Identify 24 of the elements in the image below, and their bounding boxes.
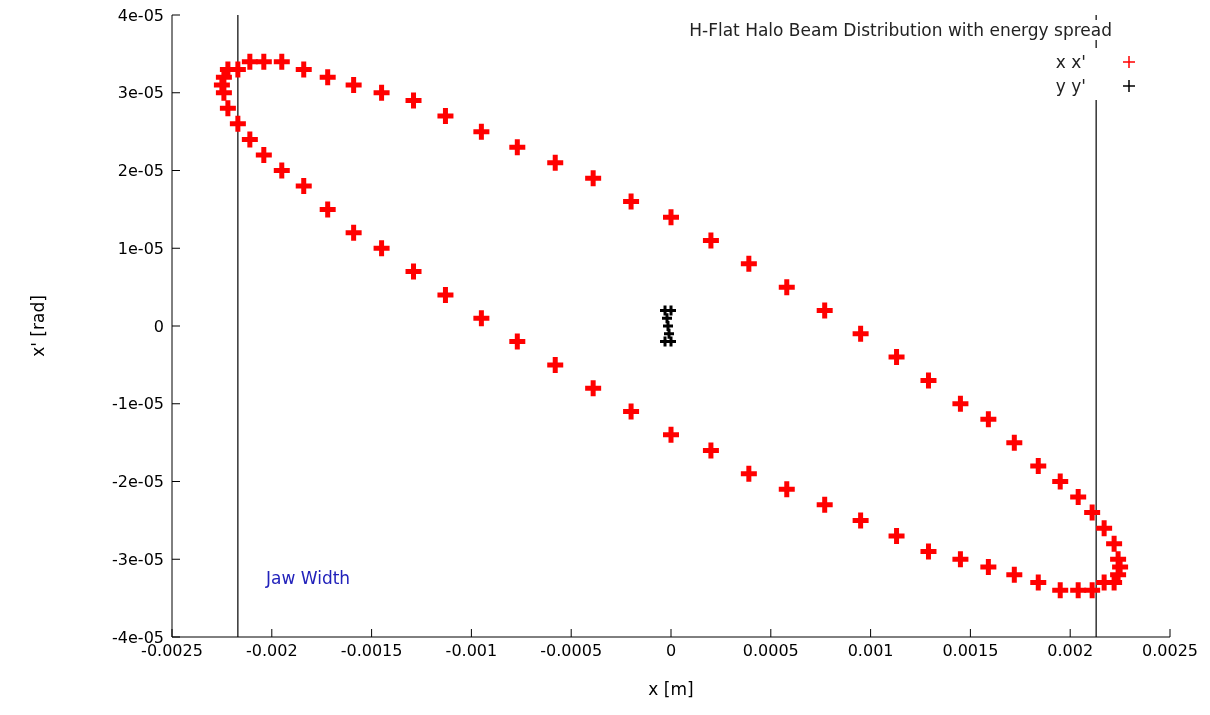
legend-label: x x' [1055, 52, 1086, 72]
y-tick-label: 1e-05 [117, 238, 164, 258]
y-tick-label: 0 [153, 316, 164, 336]
x-axis-title: x [m] [648, 679, 694, 700]
chart-title: H-Flat Halo Beam Distribution with energy spread [689, 20, 1112, 40]
y-tick-label: -2e-05 [112, 472, 164, 492]
x-tick-label: 0.0025 [1142, 641, 1198, 661]
x-tick-label: -0.002 [246, 641, 298, 661]
x-tick-label: -0.0015 [340, 641, 403, 661]
annotation: Jaw Width [266, 568, 351, 588]
x-tick-label: 0.0005 [742, 641, 799, 661]
y-tick-label: 3e-05 [117, 83, 164, 103]
x-tick-label: 0.001 [847, 641, 894, 661]
x-tick-label: 0.0015 [942, 641, 999, 661]
legend-label: y y' [1055, 76, 1086, 96]
x-tick-label: -0.001 [445, 641, 498, 661]
x-tick-label: 0.002 [1047, 641, 1094, 661]
y-tick-label: -3e-05 [112, 549, 164, 569]
y-tick-label: -1e-05 [112, 394, 164, 414]
x-tick-label: -0.0005 [540, 641, 603, 661]
y-tick-label: 4e-05 [117, 5, 164, 25]
x-tick-label: 0 [665, 641, 677, 661]
y-axis-title: x' [rad] [28, 295, 49, 357]
y-tick-label: 2e-05 [117, 161, 164, 181]
